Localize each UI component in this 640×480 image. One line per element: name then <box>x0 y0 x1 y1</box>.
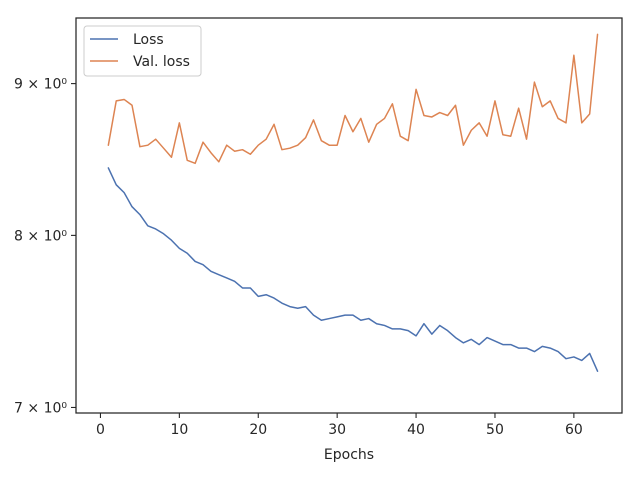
y-tick-label: 9 × 10⁰ <box>14 77 67 93</box>
y-axis: 7 × 10⁰ 8 × 10⁰ 9 × 10⁰ <box>14 77 76 416</box>
x-tick-label: 50 <box>486 422 504 438</box>
x-tick-label: 30 <box>328 422 346 438</box>
series-line-val-loss <box>107 33 599 165</box>
plot-frame <box>75 17 623 414</box>
plot-area <box>107 33 599 372</box>
x-tick-label: 10 <box>170 422 188 438</box>
series-line-loss <box>107 167 599 372</box>
x-tick-label: 20 <box>249 422 267 438</box>
legend-label: Loss <box>133 32 164 48</box>
y-tick-label: 7 × 10⁰ <box>14 400 67 416</box>
x-tick-label: 0 <box>96 422 105 438</box>
legend-label: Val. loss <box>133 54 190 70</box>
x-tick-label: 60 <box>565 422 583 438</box>
y-tick-label: 8 × 10⁰ <box>14 228 67 244</box>
x-axis: 0 10 20 30 40 50 60 <box>96 413 583 438</box>
x-axis-label: Epochs <box>324 447 374 463</box>
legend: Loss Val. loss <box>83 25 202 77</box>
x-tick-label: 40 <box>407 422 425 438</box>
